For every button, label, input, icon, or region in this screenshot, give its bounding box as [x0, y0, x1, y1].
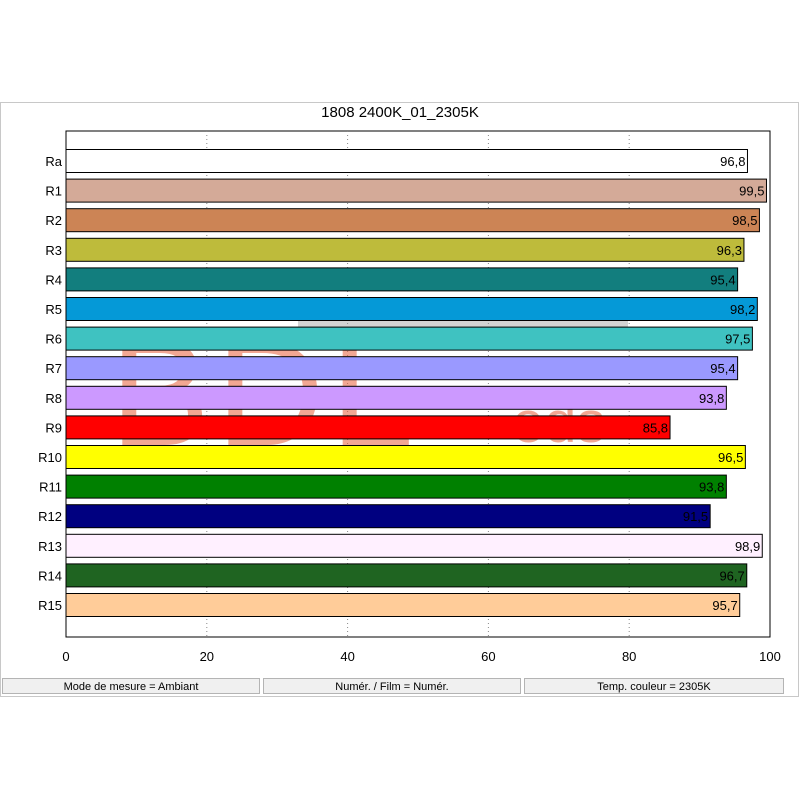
- bar-r9: [65, 415, 671, 440]
- bar-r1: [65, 178, 767, 203]
- y-tick-label: R3: [45, 243, 62, 258]
- data-label: 93,8: [699, 391, 724, 406]
- data-label: 95,4: [710, 361, 735, 376]
- x-tick-label: 0: [62, 649, 69, 664]
- data-label: 96,7: [719, 568, 744, 583]
- chart-title: 1808 2400K_01_2305K: [321, 104, 479, 121]
- bar-r14: [65, 563, 748, 588]
- bar-r15: [65, 593, 741, 617]
- y-tick-label: R12: [38, 509, 62, 524]
- bar-r11: [65, 474, 727, 499]
- data-label: 98,5: [732, 213, 757, 228]
- y-tick-label: R8: [45, 391, 62, 406]
- data-label: 99,5: [739, 184, 764, 199]
- y-tick-label: R7: [45, 361, 62, 376]
- data-label: 96,8: [720, 154, 745, 169]
- x-tick-label: 40: [340, 649, 354, 664]
- bar-r10: [65, 445, 746, 469]
- bar-r3: [65, 237, 745, 262]
- bar-r6: [65, 326, 753, 351]
- status-color-temp: Temp. couleur = 2305K: [524, 678, 784, 694]
- status-numeric-film: Numér. / Film = Numér.: [263, 678, 521, 694]
- y-tick-label: R14: [38, 568, 62, 583]
- x-tick-label: 60: [481, 649, 495, 664]
- bar-r7: [65, 356, 739, 381]
- data-label: 97,5: [725, 332, 750, 347]
- bar-r12: [65, 504, 711, 529]
- y-tick-label: R5: [45, 302, 62, 317]
- data-label: 95,4: [710, 272, 735, 287]
- data-label: 96,3: [717, 243, 742, 258]
- y-tick-label: R9: [45, 420, 62, 435]
- y-tick-label: R4: [45, 272, 62, 287]
- data-label: 98,9: [735, 539, 760, 554]
- x-tick-label: 20: [200, 649, 214, 664]
- data-label: 95,7: [712, 598, 737, 613]
- data-label: 85,8: [643, 420, 668, 435]
- y-tick-label: R1: [45, 184, 62, 199]
- bar-r13: [65, 533, 763, 558]
- data-label: 93,8: [699, 480, 724, 495]
- x-tick-label: 100: [759, 649, 781, 664]
- x-tick-label: 80: [622, 649, 636, 664]
- status-bar: Mode de mesure = Ambiant Numér. / Film =…: [0, 677, 800, 695]
- bar-r8: [65, 385, 727, 410]
- data-label: 96,5: [718, 450, 743, 465]
- status-measure-mode: Mode de mesure = Ambiant: [2, 678, 260, 694]
- y-tick-label: R15: [38, 598, 62, 613]
- bar-r2: [65, 208, 760, 233]
- y-tick-label: R10: [38, 450, 62, 465]
- y-tick-label: R6: [45, 332, 62, 347]
- bar-r4: [65, 267, 739, 292]
- y-tick-label: R11: [39, 480, 62, 495]
- y-tick-label: Ra: [45, 154, 62, 169]
- bar-r5: [65, 297, 758, 321]
- data-label: 98,2: [730, 302, 755, 317]
- y-tick-label: R2: [45, 213, 62, 228]
- y-tick-label: R13: [38, 539, 62, 554]
- data-label: 91,5: [683, 509, 708, 524]
- bar-ra: [65, 149, 748, 173]
